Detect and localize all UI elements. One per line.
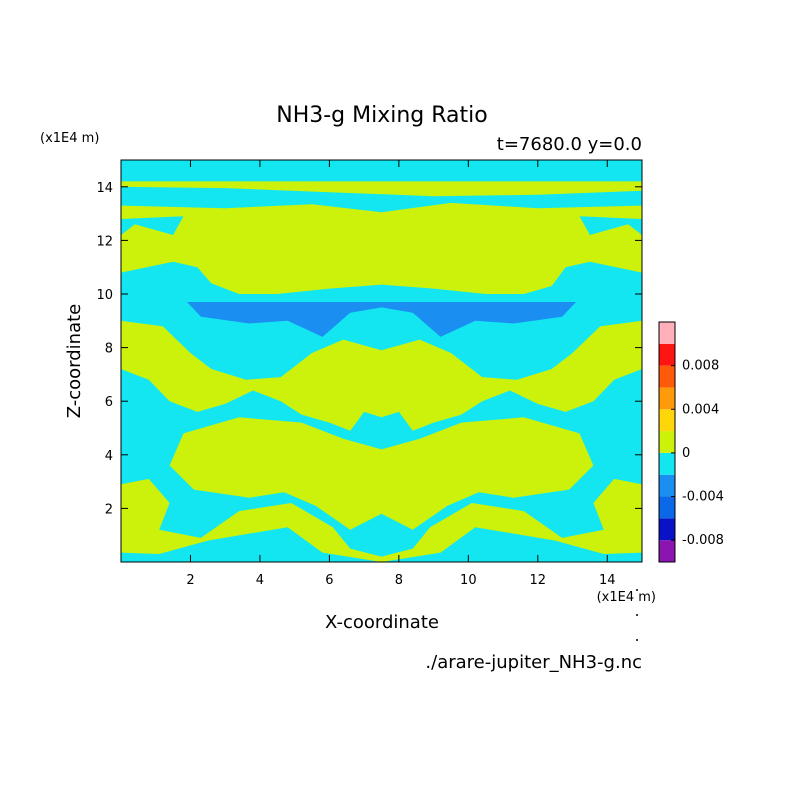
- colorbar-swatch: [659, 431, 675, 453]
- colorbar-tick-label: 0.004: [682, 402, 719, 417]
- colorbar-tick-label: 0.008: [682, 359, 719, 374]
- x-axis: 2 4 6 8 10 12 14: [186, 160, 616, 588]
- colorbar-swatch: [659, 496, 675, 519]
- y-tick-label: 12: [96, 234, 113, 249]
- marker-dot: [636, 639, 638, 641]
- x-tick-label: 12: [530, 573, 547, 588]
- field-region: [169, 417, 594, 530]
- y-axis: 2 4 6 8 10 12 14: [96, 181, 642, 517]
- x-tick-label: 10: [460, 573, 477, 588]
- colorbar-swatch: [659, 518, 675, 541]
- colorbar-swatch: [659, 365, 675, 388]
- field-region: [121, 320, 642, 431]
- y-tick-label: 14: [96, 181, 113, 196]
- x-tick-label: 14: [599, 573, 616, 588]
- field-region: [121, 202, 642, 294]
- y-tick-label: 6: [105, 395, 113, 410]
- x-unit-label: (x1E4 m): [597, 590, 656, 605]
- plot-frame: [120, 159, 643, 563]
- y-unit-label: (x1E4 m): [40, 131, 99, 146]
- y-tick-label: 4: [105, 449, 113, 464]
- field-region: [121, 181, 642, 197]
- heatmap-field: [121, 160, 642, 562]
- field-region: [187, 302, 576, 337]
- marker-dot: [636, 589, 638, 591]
- source-filename: ./arare-jupiter_NH3-g.nc: [425, 652, 642, 673]
- marker-dot: [636, 614, 638, 616]
- x-tick-label: 2: [186, 573, 194, 588]
- colorbar-frame: [658, 321, 676, 563]
- colorbar-tick-label: 0: [682, 446, 690, 461]
- y-tick-label: 10: [96, 288, 113, 303]
- colorbar-tick-label: -0.008: [682, 533, 724, 548]
- x-tick-label: 8: [395, 573, 403, 588]
- chart-subtitle: t=7680.0 y=0.0: [497, 134, 642, 155]
- x-tick-label: 4: [256, 573, 264, 588]
- colorbar-swatch: [659, 540, 675, 562]
- y-tick-label: 2: [105, 502, 113, 517]
- colorbar-swatch: [659, 474, 675, 497]
- x-axis-label: X-coordinate: [325, 612, 439, 633]
- x-tick-label: 6: [325, 573, 333, 588]
- colorbar-swatch: [659, 343, 675, 366]
- colorbar-swatch: [659, 322, 675, 344]
- colorbar-swatch: [659, 387, 675, 410]
- y-axis-label: Z-coordinate: [64, 304, 85, 419]
- chart-title: NH3-g Mixing Ratio: [276, 103, 488, 128]
- colorbar-tick-label: -0.004: [682, 490, 724, 505]
- colorbar: 0.008 0.004 0 -0.004 -0.008: [658, 321, 724, 563]
- y-tick-label: 8: [105, 342, 113, 357]
- colorbar-swatch: [659, 452, 675, 475]
- colorbar-swatch: [659, 409, 675, 432]
